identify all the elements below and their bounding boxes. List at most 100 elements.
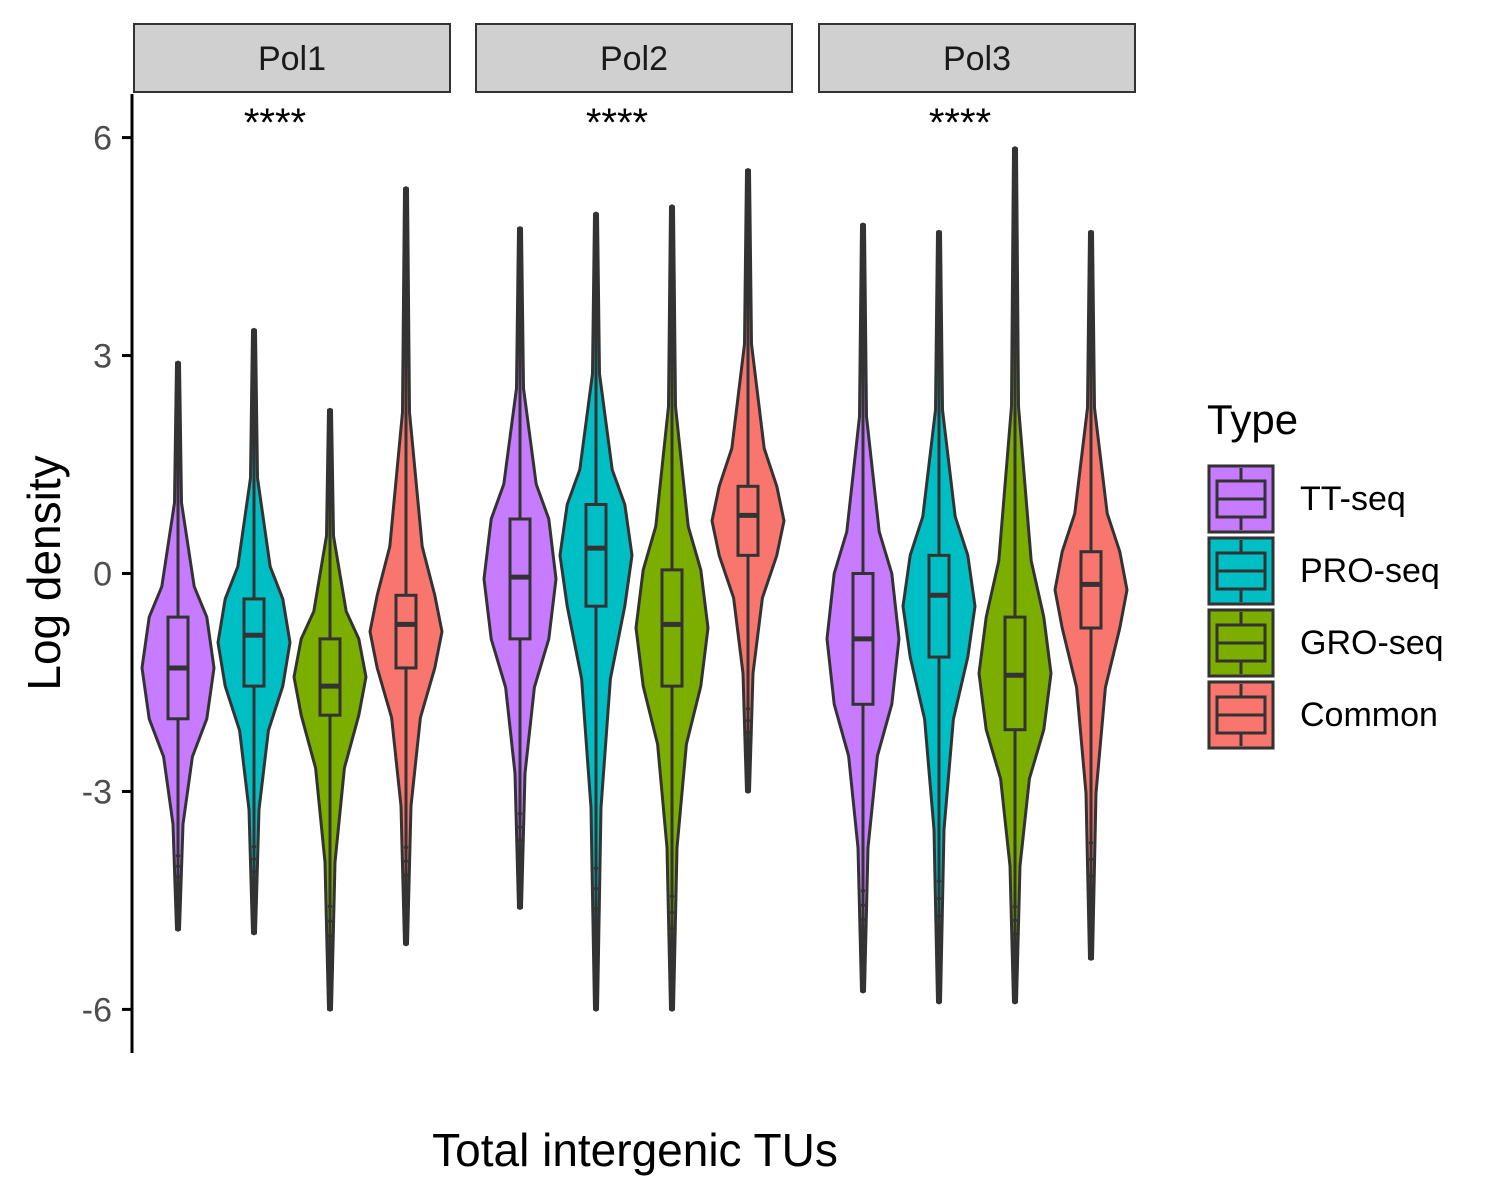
outlier-point — [1088, 923, 1094, 928]
box-iqr — [1079, 550, 1103, 630]
violin-tt-seq — [482, 226, 558, 910]
outlier-point — [1012, 240, 1018, 245]
outlier-point — [745, 730, 751, 735]
outlier-point — [593, 946, 599, 952]
outlier-point — [251, 341, 257, 346]
outlier-point — [175, 373, 181, 378]
outlier-point — [251, 354, 257, 360]
outlier-point — [403, 859, 409, 864]
facet-label: Pol1 — [258, 40, 326, 78]
outlier-point — [1088, 325, 1094, 331]
outlier-point — [936, 879, 942, 884]
outlier-point — [860, 309, 866, 315]
y-tick-label: 0 — [93, 556, 112, 594]
facet-label: Pol3 — [943, 40, 1011, 78]
outlier-point — [669, 974, 675, 980]
outlier-point — [669, 331, 675, 336]
violin-pro-seq — [558, 211, 634, 1012]
outlier-point — [403, 186, 409, 191]
violin-gro-seq — [292, 407, 368, 1012]
outlier-point — [403, 226, 409, 232]
outlier-point — [251, 918, 257, 923]
outlier-point — [175, 906, 181, 911]
outlier-point — [327, 904, 333, 909]
outlier-point — [175, 436, 181, 442]
outlier-point — [593, 269, 599, 275]
outlier-point — [1088, 261, 1094, 267]
outlier-point — [251, 881, 257, 886]
outlier-point — [860, 960, 866, 965]
violin-tt-seq — [140, 360, 216, 932]
outlier-point — [327, 992, 333, 997]
outlier-point — [936, 948, 942, 953]
outlier-point — [936, 965, 942, 970]
outlier-point — [175, 864, 181, 869]
outlier-point — [860, 274, 866, 280]
outlier-point — [403, 267, 409, 273]
outlier-point — [593, 966, 599, 972]
panel-pol1: Pol1 **** — [133, 23, 451, 1012]
outlier-point — [517, 865, 523, 870]
outlier-point — [403, 941, 409, 947]
outlier-point — [1012, 986, 1018, 991]
outlier-point — [1088, 906, 1094, 912]
violin-gro-seq — [977, 146, 1053, 1005]
outlier-point — [175, 360, 181, 366]
outlier-point — [745, 247, 751, 252]
outlier-point — [1012, 931, 1018, 937]
outlier-point — [745, 215, 751, 220]
outlier-point — [860, 344, 866, 350]
outlier-point — [669, 258, 675, 264]
outlier-point — [860, 292, 866, 297]
box-iqr — [584, 502, 608, 608]
facet-strip — [818, 23, 1136, 93]
outlier-point — [669, 313, 675, 318]
box-iqr — [242, 597, 266, 688]
outlier-point — [175, 386, 181, 391]
outlier-point — [669, 926, 675, 931]
outlier-point — [1088, 341, 1094, 347]
outlier-point — [251, 856, 257, 862]
outlier-point — [327, 407, 333, 413]
outlier-point — [745, 262, 751, 268]
outlier-point — [251, 408, 257, 413]
outlier-point — [251, 869, 257, 874]
outlier-point — [669, 942, 675, 947]
outlier-point — [1012, 310, 1018, 315]
legend-item-tt-seq: TT-seq — [1207, 464, 1406, 534]
outlier-point — [936, 262, 942, 267]
outlier-point — [403, 914, 409, 919]
legend-item-gro-seq: GRO-seq — [1207, 608, 1444, 678]
outlier-point — [1012, 999, 1018, 1005]
outlier-point — [327, 963, 333, 968]
outlier-point — [745, 199, 751, 205]
outlier-point — [327, 430, 333, 436]
outlier-point — [669, 991, 675, 996]
outlier-point — [669, 204, 675, 209]
outlier-point — [1012, 959, 1018, 964]
legend-label: TT-seq — [1300, 480, 1406, 518]
outlier-point — [745, 789, 751, 794]
outlier-point — [1088, 890, 1094, 895]
outlier-point — [175, 398, 181, 404]
outlier-point — [1088, 277, 1094, 283]
box-iqr — [660, 568, 684, 688]
outlier-point — [517, 226, 523, 231]
outlier-point — [1012, 146, 1018, 151]
outlier-point — [517, 255, 523, 260]
outlier-point — [936, 913, 942, 919]
outlier-point — [860, 917, 866, 922]
significance-label: **** — [244, 101, 306, 145]
outlier-point — [251, 395, 257, 400]
y-tick-label: -6 — [82, 991, 112, 1029]
outlier-point — [1012, 216, 1018, 221]
outlier-point — [936, 310, 942, 316]
outlier-point — [936, 246, 942, 251]
legend-item-common: Common — [1207, 680, 1438, 750]
panel-pol2: Pol2 **** — [475, 23, 793, 1012]
significance-label: **** — [586, 101, 648, 145]
outlier-point — [745, 777, 751, 782]
outlier-point — [517, 892, 523, 897]
outlier-point — [175, 916, 181, 922]
